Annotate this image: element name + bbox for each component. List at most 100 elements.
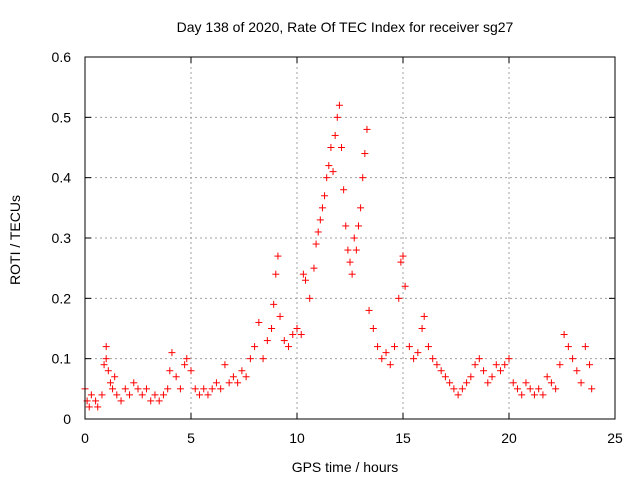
data-point (293, 325, 301, 332)
data-point (98, 391, 106, 399)
data-point (147, 397, 155, 405)
data-point (106, 379, 114, 387)
data-point (255, 318, 263, 326)
data-point (581, 343, 589, 351)
data-point (418, 325, 426, 332)
data-point (151, 391, 159, 399)
data-point (560, 331, 568, 339)
data-point (168, 349, 176, 357)
data-point (102, 355, 110, 363)
data-point (378, 355, 386, 363)
data-point (208, 385, 216, 393)
data-point (142, 385, 150, 393)
data-point (121, 385, 129, 393)
data-point (359, 174, 367, 182)
data-point (497, 367, 505, 375)
data-point (501, 361, 509, 369)
data-point (342, 222, 350, 230)
data-point (467, 373, 475, 381)
data-point (289, 331, 297, 339)
data-point (414, 349, 422, 357)
data-point (251, 343, 259, 351)
data-point (450, 385, 458, 393)
data-point (386, 361, 394, 369)
x-tick-label: 15 (395, 430, 411, 446)
data-point (513, 385, 521, 393)
data-point (475, 355, 483, 363)
data-point (395, 294, 403, 302)
data-point (552, 385, 560, 393)
data-point (166, 367, 174, 375)
data-point (117, 397, 125, 405)
data-point (200, 385, 208, 393)
data-point (85, 403, 93, 411)
data-point (225, 379, 233, 387)
data-point (274, 252, 282, 260)
data-point (547, 379, 555, 387)
data-point (272, 270, 280, 278)
data-point (94, 403, 102, 411)
data-point (183, 355, 191, 363)
data-point (340, 186, 348, 194)
data-point (463, 379, 471, 387)
data-point (259, 355, 267, 363)
plot-frame (84, 56, 616, 420)
data-point (335, 101, 343, 109)
x-tick-label: 20 (501, 430, 517, 446)
data-point (405, 343, 413, 351)
data-point (100, 361, 108, 369)
data-point (354, 222, 362, 230)
data-point (346, 258, 354, 266)
data-point (314, 228, 322, 236)
data-point (564, 343, 572, 351)
data-point (369, 325, 377, 332)
data-point (204, 391, 212, 399)
data-point (458, 385, 466, 393)
data-point (429, 355, 437, 363)
data-point (420, 312, 428, 320)
data-point (111, 373, 119, 381)
data-point (374, 343, 382, 351)
x-tick-label: 5 (187, 430, 195, 446)
data-point (333, 113, 341, 121)
data-point (399, 252, 407, 260)
data-point (424, 343, 432, 351)
data-point (104, 367, 112, 375)
y-axis-label: ROTI / TECUs (7, 195, 23, 285)
y-tick-label: 0.2 (52, 290, 72, 306)
y-tick-label: 0.5 (52, 109, 72, 125)
data-point (357, 204, 365, 212)
data-point (92, 397, 100, 405)
data-point (159, 391, 167, 399)
data-point (155, 397, 163, 405)
y-tick-label: 0 (63, 411, 71, 427)
data-point (109, 385, 117, 393)
y-tick-label: 0.6 (52, 49, 72, 65)
data-point (526, 385, 534, 393)
y-tick-label: 0.1 (52, 351, 72, 367)
axis-ticks: 0 5 10 15 20 25 0 0.1 0.2 0.3 0.4 0.5 0.6 (52, 49, 623, 446)
data-point (492, 361, 500, 369)
data-point (318, 204, 326, 212)
data-point (176, 385, 184, 393)
x-tick-label: 25 (607, 430, 623, 446)
data-point (410, 355, 418, 363)
data-point (350, 234, 358, 242)
data-point (480, 367, 488, 375)
data-point (344, 246, 352, 254)
chart-title: Day 138 of 2020, Rate Of TEC Index for r… (177, 19, 514, 35)
data-point (446, 379, 454, 387)
data-point (323, 174, 331, 182)
data-point (306, 294, 314, 302)
data-point (102, 343, 110, 351)
data-point (441, 373, 449, 381)
data-point (522, 379, 530, 387)
data-point (134, 385, 142, 393)
data-point (191, 385, 199, 393)
data-point (331, 131, 339, 139)
data-point (126, 391, 134, 399)
x-tick-label: 0 (81, 430, 89, 446)
data-point (234, 379, 242, 387)
data-point (217, 385, 225, 393)
